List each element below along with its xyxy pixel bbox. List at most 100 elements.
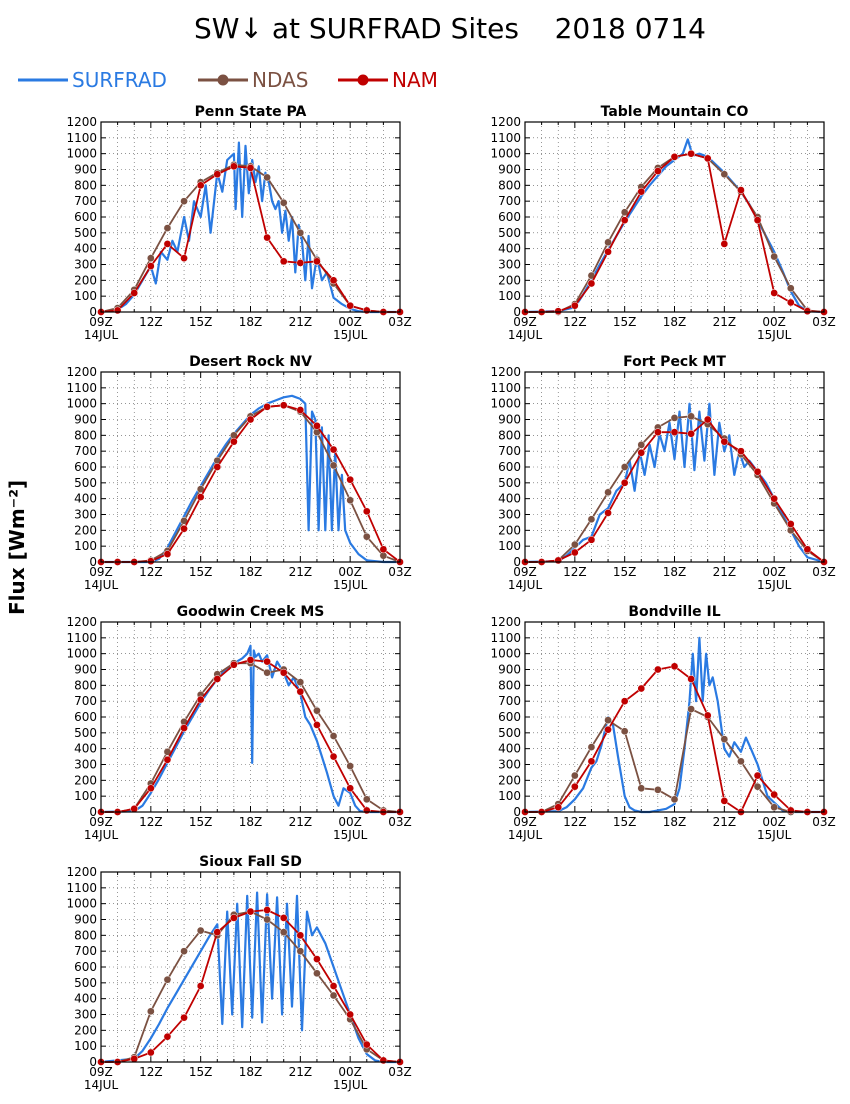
y-tick-label: 0 (89, 805, 97, 819)
data-point-nam (362, 306, 371, 315)
y-tick-label: 1100 (490, 631, 521, 645)
y-tick-label: 0 (513, 805, 521, 819)
data-point-nam (753, 216, 762, 225)
x-tick-label: 21Z (289, 565, 313, 579)
data-point-nam (570, 782, 579, 791)
plot-frame (100, 371, 401, 563)
data-point-nam (296, 687, 305, 696)
y-tick-label: 1100 (66, 381, 97, 395)
data-point-nam (720, 437, 729, 446)
y-tick-label: 300 (74, 1008, 97, 1022)
x-date-label: 14JUL (84, 578, 119, 592)
y-tick-label: 1000 (66, 897, 97, 911)
y-tick-label: 1200 (490, 615, 521, 629)
x-tick-label: 18Z (663, 565, 687, 579)
data-point-nam (213, 675, 222, 683)
x-tick-label: 18Z (239, 815, 263, 829)
x-date-label: 15JUL (333, 828, 368, 842)
x-tick-label: 00Z (338, 815, 362, 829)
data-point-nam (604, 247, 612, 256)
data-point-ndas (620, 727, 629, 736)
data-point-nam (654, 167, 662, 175)
y-tick-label: 800 (498, 178, 521, 192)
y-tick-label: 700 (74, 194, 97, 208)
x-date-label: 14JUL (508, 328, 543, 342)
x-tick-label: 18Z (239, 565, 263, 579)
y-tick-label: 100 (498, 539, 521, 553)
data-point-nam (279, 257, 288, 266)
data-point-nam (687, 429, 695, 438)
y-tick-label: 700 (74, 444, 97, 458)
y-tick-label: 900 (74, 413, 97, 427)
data-point-nam (803, 545, 812, 554)
y-tick-label: 800 (498, 678, 521, 692)
data-point-nam (180, 254, 188, 263)
y-tick-label: 0 (89, 1055, 97, 1069)
y-tick-label: 800 (74, 178, 97, 192)
data-point-nam (620, 697, 629, 706)
y-tick-label: 1200 (66, 865, 97, 879)
data-point-nam (720, 240, 729, 248)
x-tick-label: 12Z (139, 315, 163, 329)
y-tick-label: 200 (498, 523, 521, 537)
y-tick-label: 1200 (490, 365, 521, 379)
data-point-nam (296, 406, 305, 414)
data-point-ndas (263, 173, 271, 182)
y-tick-label: 400 (74, 242, 97, 256)
chart-panel: Fort Peck MT0100200300400500600700800900… (490, 354, 835, 592)
y-axis-label: Flux [Wm⁻²] (5, 479, 29, 615)
data-point-ndas (753, 782, 762, 791)
x-tick-label: 03Z (812, 815, 836, 829)
x-tick-label: 21Z (289, 815, 313, 829)
x-tick-label: 09Z (89, 1065, 113, 1079)
y-tick-label: 200 (498, 273, 521, 287)
data-point-nam (554, 803, 563, 812)
data-point-nam (230, 660, 238, 669)
panel-title: Penn State PA (195, 104, 307, 120)
x-tick-label: 15Z (189, 1065, 213, 1079)
data-point-ndas (362, 795, 371, 804)
x-date-label: 15JUL (757, 328, 792, 342)
y-tick-label: 200 (74, 273, 97, 287)
data-point-nam (570, 301, 579, 310)
legend-item: NAM (338, 68, 438, 92)
data-point-ndas (296, 678, 305, 687)
data-point-nam (737, 186, 745, 194)
y-tick-label: 200 (74, 773, 97, 787)
y-tick-label: 500 (74, 476, 97, 490)
data-point-ndas (770, 252, 779, 261)
data-point-nam (329, 445, 338, 454)
y-tick-label: 100 (74, 539, 97, 553)
data-point-ndas (604, 488, 612, 497)
x-tick-label: 00Z (338, 565, 362, 579)
x-tick-label: 09Z (89, 315, 113, 329)
x-date-label: 15JUL (333, 328, 368, 342)
y-tick-label: 400 (498, 242, 521, 256)
y-tick-label: 200 (74, 523, 97, 537)
x-tick-label: 03Z (812, 315, 836, 329)
data-point-nam (263, 233, 271, 242)
panel-title: Goodwin Creek MS (177, 604, 325, 620)
data-point-nam (687, 675, 695, 683)
y-tick-label: 1000 (490, 647, 521, 661)
y-tick-label: 1100 (490, 381, 521, 395)
x-tick-label: 21Z (713, 565, 737, 579)
data-point-ndas (180, 197, 188, 206)
data-point-ndas (329, 461, 338, 470)
data-point-nam (379, 545, 388, 554)
x-tick-label: 21Z (289, 315, 313, 329)
data-point-ndas (570, 540, 579, 549)
x-tick-label: 09Z (513, 565, 537, 579)
legend-item: SURFRAD (18, 68, 167, 92)
data-point-nam (379, 1056, 388, 1065)
data-point-nam (130, 804, 139, 813)
y-tick-label: 500 (498, 726, 521, 740)
data-point-ndas (620, 463, 629, 471)
x-tick-label: 15Z (613, 565, 637, 579)
x-tick-label: 00Z (338, 315, 362, 329)
data-point-nam (786, 806, 795, 815)
data-point-nam (296, 931, 305, 940)
data-point-nam (246, 164, 255, 172)
x-tick-label: 15Z (189, 565, 213, 579)
data-point-nam (163, 755, 172, 764)
